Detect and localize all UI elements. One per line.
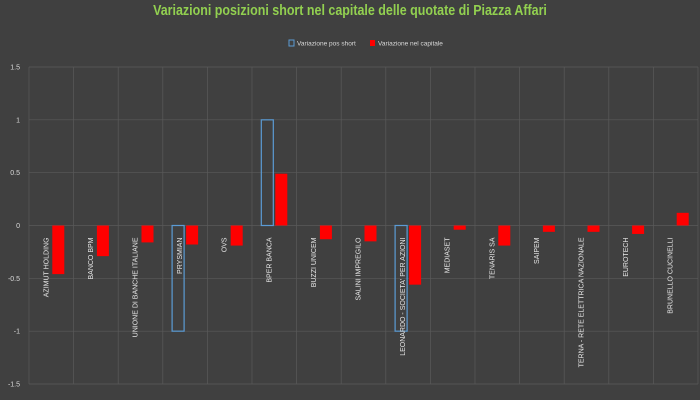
category-label: MEDIASET [445, 237, 452, 274]
bar-capital [542, 225, 555, 232]
bar-pos-short [260, 119, 274, 227]
category-label: SAIPEM [534, 237, 541, 264]
category-label: EUROTECH [623, 238, 630, 277]
category-label: UNIONE DI BANCHE ITALIANE [133, 237, 140, 337]
category-label: PRYSMIAN [177, 238, 184, 274]
bar-capital [453, 225, 466, 230]
category-label: LEONARDO - SOCIETA' PER AZIONI [400, 237, 407, 355]
category-label: AZIMUT HOLDING [43, 238, 50, 298]
legend: Variazione pos short Variazione nel capit… [288, 39, 443, 48]
category-label: OVS [222, 237, 229, 252]
bar-capital [275, 173, 288, 226]
bar-capital [498, 225, 511, 246]
y-tick-label: -0.5 [8, 276, 20, 283]
category-label: TERNA - RETE ELETTRICA NAZIONALE [579, 237, 586, 367]
bar-pos-short [394, 224, 408, 332]
bar-pos-short [171, 224, 185, 332]
y-tick-label: 0.5 [10, 170, 20, 177]
chart-title: Variazioni posizioni short nel capitale … [153, 3, 547, 19]
bar-capital [632, 225, 645, 234]
category-label: BPER BANCA [266, 237, 273, 282]
bar-capital [364, 225, 377, 242]
legend-label-capital: Variazione nel capitale [378, 41, 443, 48]
y-tick-label: -1 [14, 329, 20, 336]
bar-capital [409, 225, 422, 285]
bar-capital [96, 225, 109, 257]
bar-capital [587, 225, 600, 232]
bar-capital [186, 225, 199, 245]
category-label: BANCO BPM [88, 237, 95, 279]
category-label: SALINI IMPREGILO [356, 237, 363, 301]
category-label: BRUNELLO CUCINELLI [668, 237, 675, 313]
y-tick-label: -1.5 [8, 382, 20, 389]
y-tick-label: 1 [16, 117, 20, 124]
legend-swatch-pos-short [288, 39, 295, 47]
legend-swatch-capital [370, 40, 375, 46]
bar-capital [141, 225, 154, 243]
bar-capital [52, 225, 65, 275]
bar-capital [676, 212, 689, 226]
category-label: BUZZI UNICEM [311, 237, 318, 287]
bar-capital [230, 225, 243, 246]
legend-label-pos-short: Variazione pos short [297, 41, 356, 48]
bar-capital [319, 225, 332, 240]
y-tick-label: 1.5 [10, 65, 20, 72]
y-tick-label: 0 [16, 223, 20, 230]
category-label: TENARIS SA [489, 237, 496, 279]
